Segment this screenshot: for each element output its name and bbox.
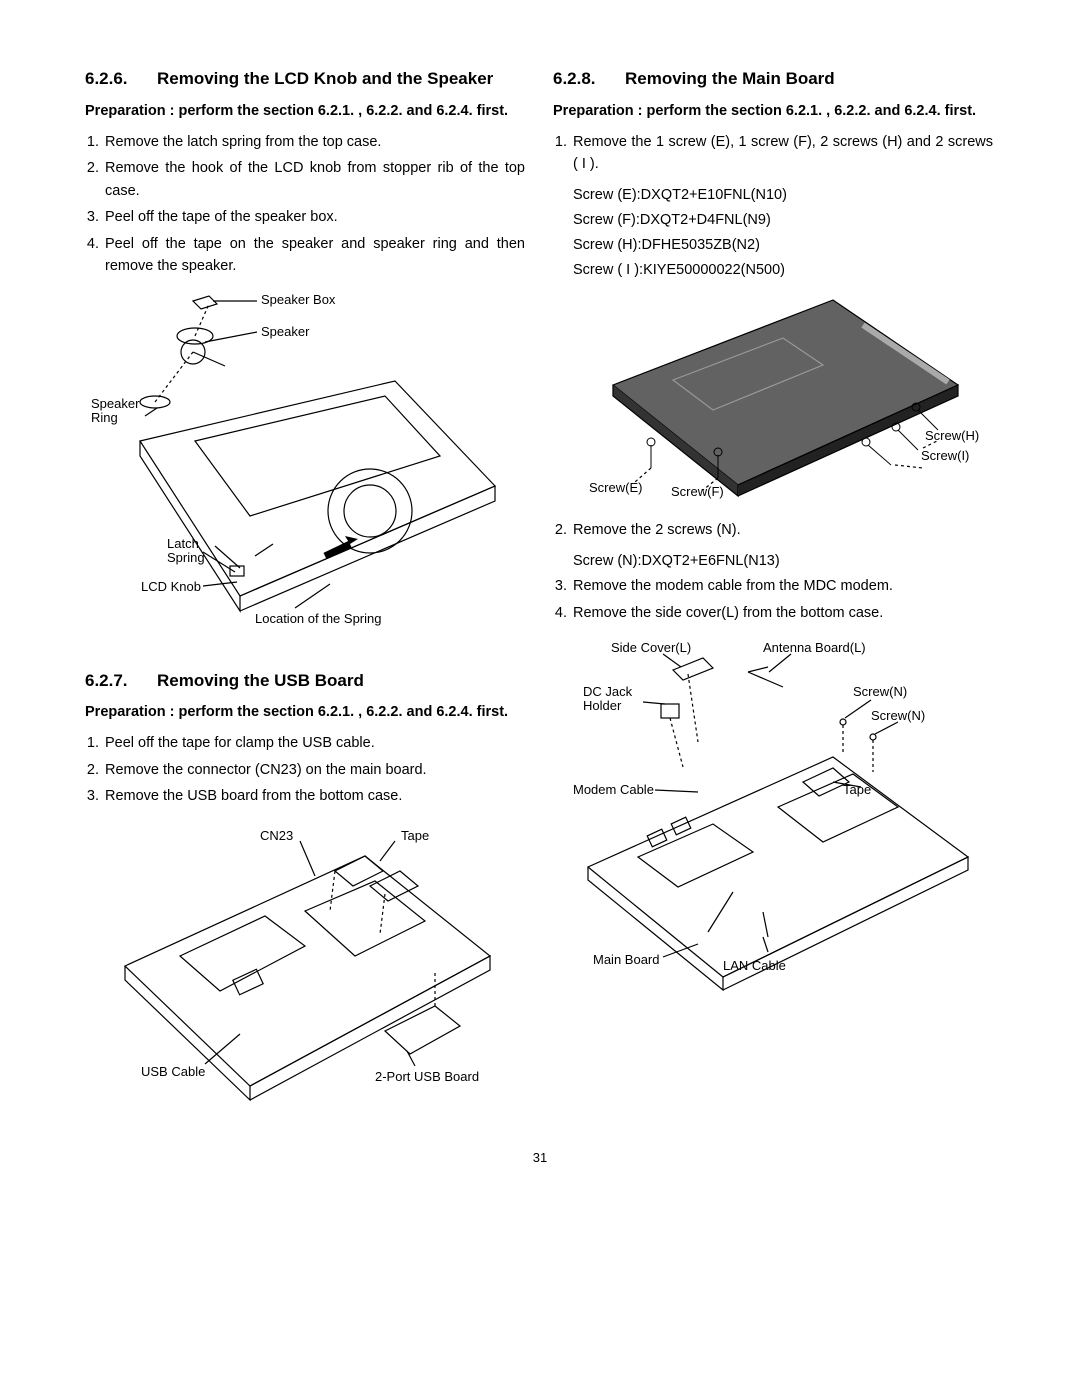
screw-line: Screw (E):DXQT2+E10FNL(N10) [573, 184, 993, 207]
label-tape-628: Tape [843, 782, 871, 798]
label-screw-f: Screw(F) [671, 484, 724, 500]
label-dcjack-b: Holder [583, 698, 621, 714]
step-item: Remove the 2 screws (N). [571, 519, 993, 541]
step-item: Peel off the tape for clamp the USB cabl… [103, 732, 525, 754]
label-screw-e: Screw(E) [589, 480, 642, 496]
page-number: 31 [85, 1150, 995, 1165]
label-lan-cable: LAN Cable [723, 958, 786, 974]
label-speaker: Speaker [261, 324, 309, 340]
steps-628-a: Remove the 1 screw (E), 1 screw (F), 2 s… [571, 131, 993, 176]
label-antenna: Antenna Board(L) [763, 640, 866, 656]
label-screw-h: Screw(H) [925, 428, 979, 444]
label-modem: Modem Cable [573, 782, 654, 798]
preparation-628: Preparation : perform the section 6.2.1.… [553, 101, 993, 123]
steps-628-b: Remove the 2 screws (N). [571, 519, 993, 541]
section-title: Removing the USB Board [157, 670, 364, 693]
label-cn23: CN23 [260, 828, 293, 844]
screw-line: Screw (N):DXQT2+E6FNL(N13) [573, 550, 993, 573]
figure-628-top: Screw(E) Screw(F) Screw(H) Screw(I) [553, 290, 993, 505]
heading-628: 6.2.8. Removing the Main Board [553, 68, 993, 91]
label-usb-board: 2-Port USB Board [375, 1069, 479, 1085]
step-item: Peel off the tape of the speaker box. [103, 206, 525, 228]
label-screw-n2: Screw(N) [871, 708, 925, 724]
step-item: Remove the USB board from the bottom cas… [103, 785, 525, 807]
section-title: Removing the LCD Knob and the Speaker [157, 68, 493, 91]
step-item: Remove the 1 screw (E), 1 screw (F), 2 s… [571, 131, 993, 176]
label-speaker-box: Speaker Box [261, 292, 335, 308]
label-side-cover: Side Cover(L) [611, 640, 691, 656]
heading-627: 6.2.7. Removing the USB Board [85, 670, 525, 693]
label-screw-i: Screw(I) [921, 448, 969, 464]
section-number: 6.2.6. [85, 68, 157, 91]
label-latch-b: Spring [167, 550, 205, 566]
step-item: Remove the latch spring from the top cas… [103, 131, 525, 153]
section-number: 6.2.8. [553, 68, 625, 91]
figure-628-bottom: Side Cover(L) Antenna Board(L) DC Jack H… [553, 632, 993, 992]
preparation-626: Preparation : perform the section 6.2.1.… [85, 101, 525, 123]
screw-line: Screw (F):DXQT2+D4FNL(N9) [573, 209, 993, 232]
step-item: Remove the hook of the LCD knob from sto… [103, 157, 525, 202]
section-number: 6.2.7. [85, 670, 157, 693]
label-main-board: Main Board [593, 952, 659, 968]
label-tape-627: Tape [401, 828, 429, 844]
label-lcd-knob: LCD Knob [141, 579, 201, 595]
label-speaker-ring-b: Ring [91, 410, 118, 426]
screw-line: Screw (H):DFHE5035ZB(N2) [573, 234, 993, 257]
label-screw-n1: Screw(N) [853, 684, 907, 700]
figure-626: Speaker Box Speaker Speaker Ring Latch S… [85, 286, 525, 656]
label-location-spring: Location of the Spring [255, 611, 381, 627]
figure-627: CN23 Tape USB Cable 2-Port USB Board [85, 816, 525, 1106]
step-item: Remove the modem cable from the MDC mode… [571, 575, 993, 597]
step-item: Peel off the tape on the speaker and spe… [103, 233, 525, 278]
preparation-627: Preparation : perform the section 6.2.1.… [85, 702, 525, 724]
steps-628-c: Remove the modem cable from the MDC mode… [571, 575, 993, 624]
heading-626: 6.2.6. Removing the LCD Knob and the Spe… [85, 68, 525, 91]
step-item: Remove the connector (CN23) on the main … [103, 759, 525, 781]
steps-626: Remove the latch spring from the top cas… [103, 131, 525, 278]
label-usb-cable: USB Cable [141, 1064, 205, 1080]
step-item: Remove the side cover(L) from the bottom… [571, 602, 993, 624]
screw-line: Screw ( I ):KIYE50000022(N500) [573, 259, 993, 282]
section-title: Removing the Main Board [625, 68, 835, 91]
steps-627: Peel off the tape for clamp the USB cabl… [103, 732, 525, 807]
